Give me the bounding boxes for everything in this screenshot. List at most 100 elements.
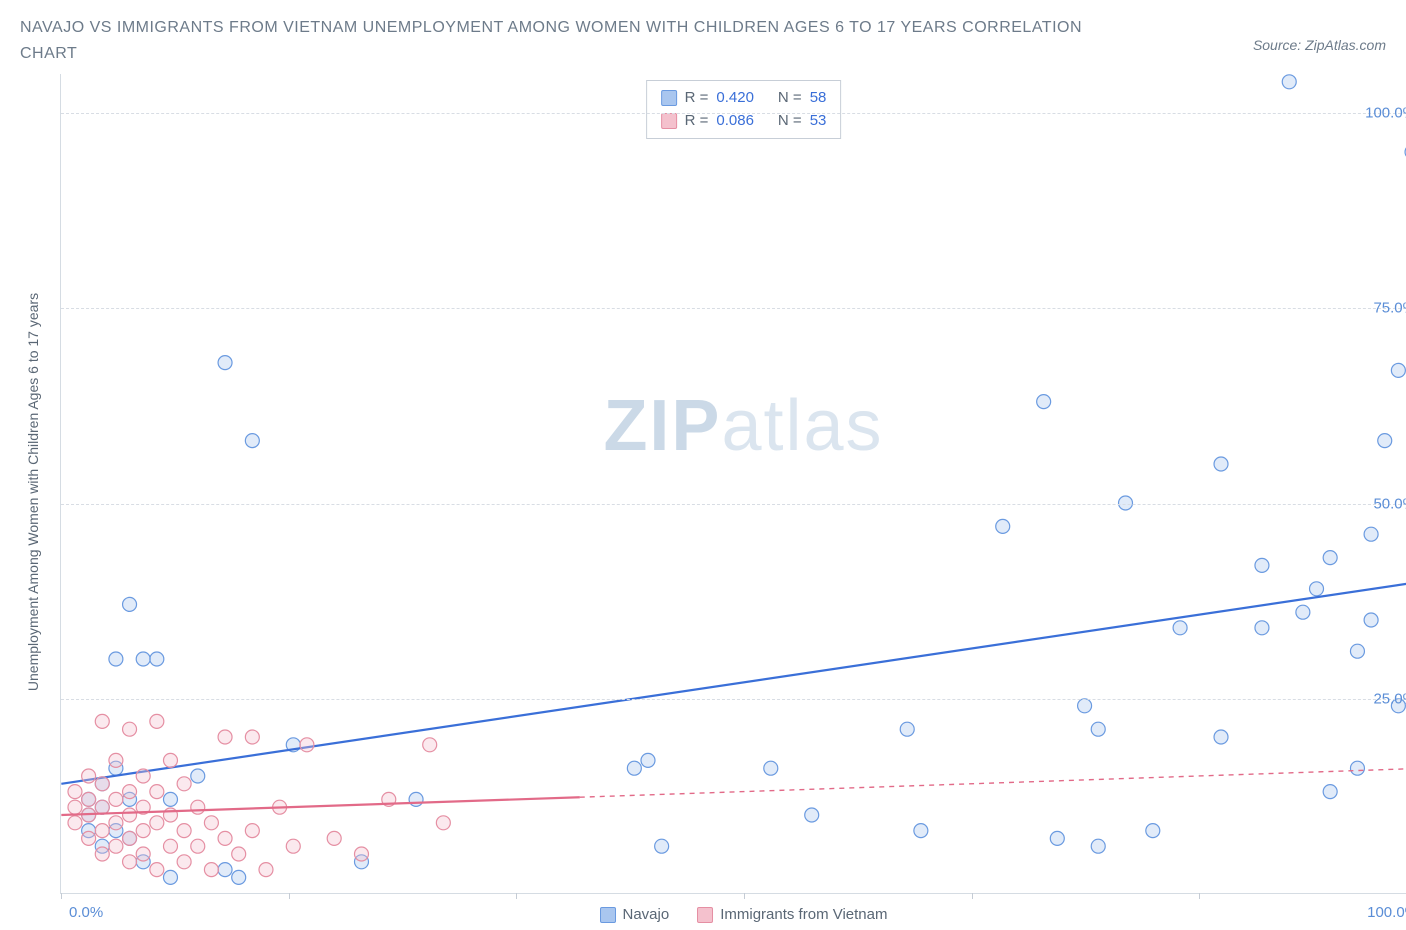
data-point <box>218 730 232 744</box>
data-point <box>109 816 123 830</box>
data-point <box>1214 457 1228 471</box>
x-tick <box>61 893 62 899</box>
data-point <box>914 824 928 838</box>
data-point <box>232 847 246 861</box>
data-point <box>191 800 205 814</box>
data-point <box>1037 395 1051 409</box>
data-point <box>177 824 191 838</box>
data-point <box>1378 434 1392 448</box>
r-label: R = <box>685 87 709 110</box>
legend-swatch <box>600 907 616 923</box>
chart-header: NAVAJO VS IMMIGRANTS FROM VIETNAM UNEMPL… <box>20 15 1386 66</box>
data-point <box>136 847 150 861</box>
data-point <box>1078 699 1092 713</box>
data-point <box>245 730 259 744</box>
legend-label: Immigrants from Vietnam <box>720 906 887 923</box>
data-point <box>95 715 109 729</box>
data-point <box>245 824 259 838</box>
data-point <box>150 863 164 877</box>
gridline <box>61 113 1406 114</box>
data-point <box>163 754 177 768</box>
data-point <box>191 839 205 853</box>
data-point <box>232 871 246 885</box>
data-point <box>123 598 137 612</box>
x-tick <box>744 893 745 899</box>
data-point <box>764 761 778 775</box>
data-point <box>218 832 232 846</box>
data-point <box>1282 75 1296 89</box>
x-tick <box>1199 893 1200 899</box>
legend-item: Navajo <box>600 906 670 923</box>
data-point <box>204 816 218 830</box>
data-point <box>1091 839 1105 853</box>
trend-line-dashed <box>580 768 1406 797</box>
data-point <box>109 754 123 768</box>
data-point <box>1391 364 1405 378</box>
data-point <box>177 855 191 869</box>
data-point <box>805 808 819 822</box>
legend-label: Navajo <box>623 906 670 923</box>
stats-row: R =0.420N =58 <box>661 87 827 110</box>
data-point <box>1214 730 1228 744</box>
legend-swatch <box>697 907 713 923</box>
legend-item: Immigrants from Vietnam <box>697 906 887 923</box>
data-point <box>95 800 109 814</box>
data-point <box>123 808 137 822</box>
data-point <box>409 793 423 807</box>
gridline <box>61 308 1406 309</box>
data-point <box>1173 621 1187 635</box>
data-point <box>900 722 914 736</box>
n-value: 58 <box>810 87 827 110</box>
data-point <box>1364 613 1378 627</box>
source-attribution: Source: ZipAtlas.com <box>1253 37 1386 53</box>
y-tick-label: 50.0% <box>1373 495 1406 512</box>
data-point <box>82 769 96 783</box>
gridline <box>61 699 1406 700</box>
data-point <box>436 816 450 830</box>
data-point <box>177 777 191 791</box>
data-point <box>1310 582 1324 596</box>
data-point <box>109 652 123 666</box>
data-point <box>1323 551 1337 565</box>
data-point <box>1255 621 1269 635</box>
data-point <box>354 847 368 861</box>
data-point <box>1323 785 1337 799</box>
data-point <box>109 839 123 853</box>
data-point <box>300 738 314 752</box>
data-point <box>150 652 164 666</box>
data-point <box>259 863 273 877</box>
data-point <box>68 800 82 814</box>
data-point <box>150 785 164 799</box>
data-point <box>641 754 655 768</box>
data-point <box>218 863 232 877</box>
series-swatch <box>661 90 677 106</box>
data-point <box>1364 527 1378 541</box>
data-point <box>996 520 1010 534</box>
data-point <box>627 761 641 775</box>
data-point <box>327 832 341 846</box>
data-point <box>163 793 177 807</box>
data-point <box>1255 559 1269 573</box>
data-point <box>245 434 259 448</box>
data-point <box>218 356 232 370</box>
data-point <box>123 832 137 846</box>
data-point <box>95 824 109 838</box>
data-point <box>123 785 137 799</box>
x-tick <box>972 893 973 899</box>
data-point <box>1350 761 1364 775</box>
data-point <box>109 793 123 807</box>
trend-line <box>61 581 1406 784</box>
y-tick-label: 25.0% <box>1373 690 1406 707</box>
data-point <box>68 816 82 830</box>
series-swatch <box>661 113 677 129</box>
scatter-plot-svg <box>61 74 1406 893</box>
y-axis-label: Unemployment Among Women with Children A… <box>25 293 41 691</box>
data-point <box>1350 644 1364 658</box>
data-point <box>163 839 177 853</box>
gridline <box>61 504 1406 505</box>
data-point <box>204 863 218 877</box>
data-point <box>95 847 109 861</box>
data-point <box>82 832 96 846</box>
data-point <box>123 722 137 736</box>
data-point <box>95 777 109 791</box>
